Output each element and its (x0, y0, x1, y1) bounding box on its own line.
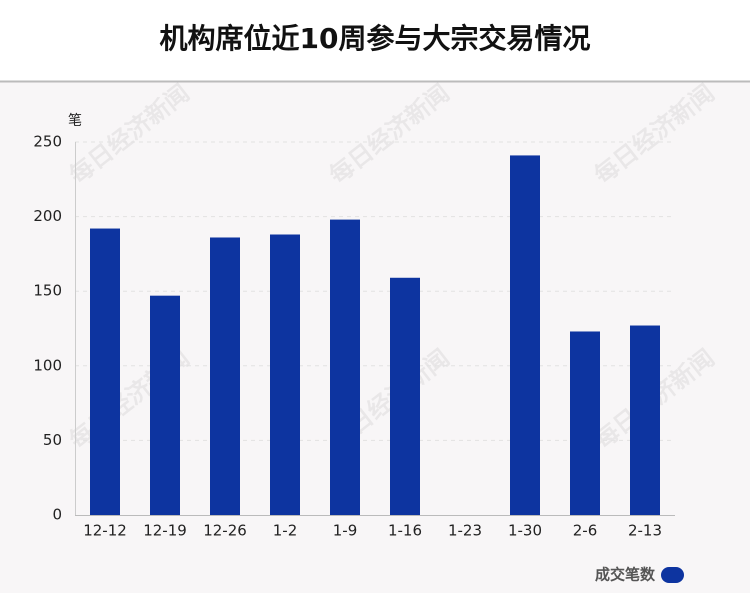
x-tick-label: 12-12 (83, 522, 127, 540)
bar (270, 234, 300, 515)
x-tick-label: 1-16 (388, 522, 422, 540)
bar (510, 155, 540, 516)
legend-label: 成交笔数 (595, 566, 656, 584)
bar (570, 331, 600, 515)
y-tick-label: 100 (33, 356, 62, 374)
bar (390, 277, 420, 515)
y-unit: 笔 (68, 113, 82, 129)
legend-swatch (661, 567, 684, 583)
x-tick-label: 12-19 (143, 522, 187, 540)
x-tick-label: 1-9 (333, 522, 358, 540)
bar (630, 325, 660, 515)
bar (150, 295, 180, 515)
bar (330, 219, 360, 516)
y-tick-label: 250 (33, 133, 62, 151)
y-tick-label: 0 (52, 506, 62, 524)
y-tick-label: 200 (33, 207, 62, 225)
y-tick-label: 150 (33, 282, 62, 300)
title-bar (0, 0, 750, 81)
x-tick-label: 1-2 (273, 522, 298, 540)
y-tick-label: 50 (43, 431, 62, 449)
bar (90, 228, 120, 515)
chart-title: 机构席位近10周参与大宗交易情况 (160, 22, 591, 55)
x-tick-label: 12-26 (203, 522, 247, 540)
x-tick-label: 1-23 (448, 522, 482, 540)
x-tick-label: 2-13 (628, 522, 662, 540)
bar (210, 237, 240, 515)
x-tick-label: 1-30 (508, 522, 542, 540)
x-tick-label: 2-6 (573, 522, 598, 540)
